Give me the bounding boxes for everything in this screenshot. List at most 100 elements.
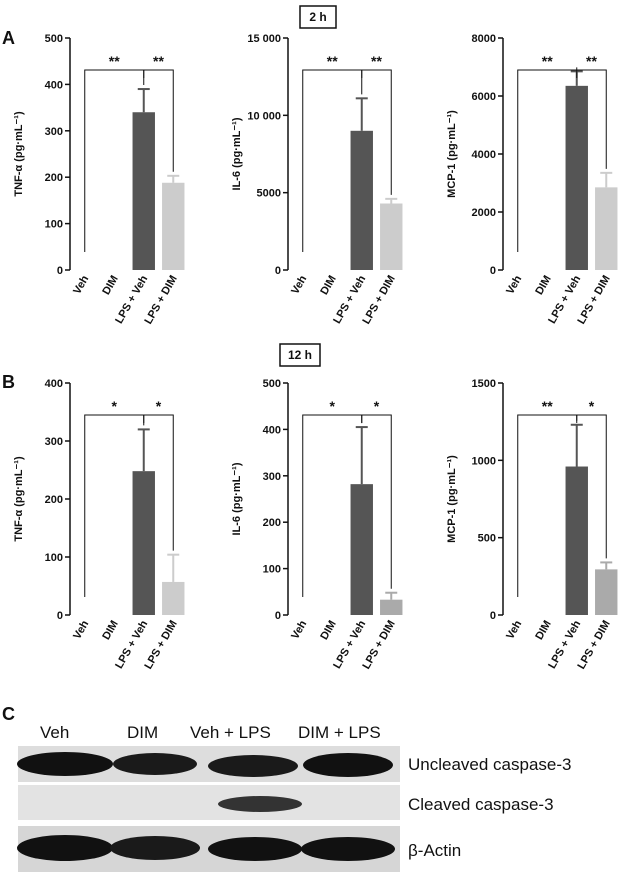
significance-label: ** — [153, 53, 164, 69]
time-label: 2 h — [309, 10, 326, 24]
y-tick-label: 500 — [263, 378, 281, 390]
band — [303, 753, 393, 777]
significance-bracket — [302, 69, 363, 252]
significance-label: ** — [542, 398, 553, 414]
band — [113, 753, 197, 775]
y-tick-label: 0 — [490, 610, 496, 622]
significance-label: * — [589, 398, 595, 414]
time-box — [299, 5, 337, 29]
y-tick-label: 2000 — [472, 207, 496, 219]
x-tick-label: DIM — [100, 619, 120, 642]
x-tick-label: Veh — [71, 618, 91, 641]
y-axis-label: IL-6 (pg·mL⁻¹) — [231, 117, 243, 190]
significance-label: * — [330, 398, 336, 414]
lane-label: DIM — [127, 723, 158, 742]
significance-bracket — [143, 414, 174, 551]
significance-label: * — [112, 398, 118, 414]
y-tick-label: 300 — [263, 471, 281, 483]
y-tick-label: 1500 — [472, 378, 496, 390]
y-tick-label: 400 — [45, 79, 63, 91]
blot-strip — [18, 785, 400, 820]
x-tick-label: DIM — [100, 274, 120, 297]
x-tick-label: Veh — [504, 273, 524, 296]
y-tick-label: 300 — [45, 436, 63, 448]
y-axis-label: MCP-1 (pg·mL⁻¹) — [446, 110, 458, 198]
bar — [595, 569, 618, 615]
x-tick-label: DIM — [318, 274, 338, 297]
bar — [132, 112, 155, 271]
y-tick-label: 200 — [263, 517, 281, 529]
y-axis-label: IL-6 (pg·mL⁻¹) — [231, 462, 243, 535]
x-tick-label: DIM — [533, 619, 553, 642]
significance-bracket — [361, 69, 392, 195]
y-tick-label: 0 — [275, 265, 281, 277]
band — [208, 755, 298, 777]
band — [17, 835, 113, 861]
y-tick-label: 6000 — [472, 91, 496, 103]
bar — [350, 484, 373, 615]
y-tick-label: 4000 — [472, 149, 496, 161]
band — [110, 836, 200, 860]
lane-label: Veh + LPS — [190, 723, 271, 742]
y-tick-label: 0 — [57, 265, 63, 277]
time-box — [279, 343, 321, 367]
x-tick-label: DIM — [318, 619, 338, 642]
y-tick-label: 0 — [490, 265, 496, 277]
bar — [380, 203, 403, 270]
bar — [565, 85, 588, 270]
x-tick-label: Veh — [289, 618, 309, 641]
y-tick-label: 400 — [45, 378, 63, 390]
band-label: Uncleaved caspase-3 — [408, 755, 571, 774]
significance-label: ** — [542, 53, 553, 69]
y-tick-label: 100 — [45, 219, 63, 231]
y-axis-label: TNF-α (pg·mL⁻¹) — [13, 456, 25, 542]
band — [17, 752, 113, 776]
significance-label: ** — [371, 53, 382, 69]
y-tick-label: 500 — [478, 533, 496, 545]
bar — [595, 187, 618, 270]
x-tick-label: Veh — [289, 273, 309, 296]
lane-label: Veh — [40, 723, 69, 742]
significance-label: ** — [586, 53, 597, 69]
y-tick-label: 0 — [57, 610, 63, 622]
significance-bracket — [576, 414, 607, 559]
band — [301, 837, 395, 861]
lane-label: DIM + LPS — [298, 723, 381, 742]
y-tick-label: 300 — [45, 126, 63, 138]
panel-label: A — [2, 28, 15, 48]
bar — [132, 471, 155, 615]
y-axis-label: MCP-1 (pg·mL⁻¹) — [446, 455, 458, 543]
x-tick-label: Veh — [504, 618, 524, 641]
significance-label: ** — [327, 53, 338, 69]
x-tick-label: DIM — [533, 274, 553, 297]
y-tick-label: 1000 — [472, 455, 496, 467]
significance-bracket — [361, 414, 392, 589]
y-tick-label: 8000 — [472, 33, 496, 45]
x-tick-label: Veh — [71, 273, 91, 296]
y-axis-label: TNF-α (pg·mL⁻¹) — [13, 111, 25, 197]
y-tick-label: 15 000 — [247, 33, 281, 45]
significance-label: ** — [109, 53, 120, 69]
panel-label: B — [2, 372, 15, 392]
bar — [565, 466, 588, 615]
significance-bracket — [576, 69, 607, 169]
band-label: Cleaved caspase-3 — [408, 795, 554, 814]
bar — [162, 182, 185, 270]
significance-label: * — [374, 398, 380, 414]
y-tick-label: 0 — [275, 610, 281, 622]
y-tick-label: 10 000 — [247, 110, 281, 122]
y-tick-label: 200 — [45, 494, 63, 506]
significance-bracket — [143, 69, 174, 172]
band — [208, 837, 302, 861]
y-tick-label: 400 — [263, 424, 281, 436]
y-tick-label: 5000 — [257, 188, 281, 200]
y-tick-label: 100 — [263, 564, 281, 576]
band — [218, 796, 302, 812]
panel-label: C — [2, 704, 15, 724]
bar — [380, 599, 403, 615]
y-tick-label: 100 — [45, 552, 63, 564]
bar — [350, 130, 373, 270]
significance-label: * — [156, 398, 162, 414]
band-label: β-Actin — [408, 841, 461, 860]
bar — [162, 581, 185, 615]
